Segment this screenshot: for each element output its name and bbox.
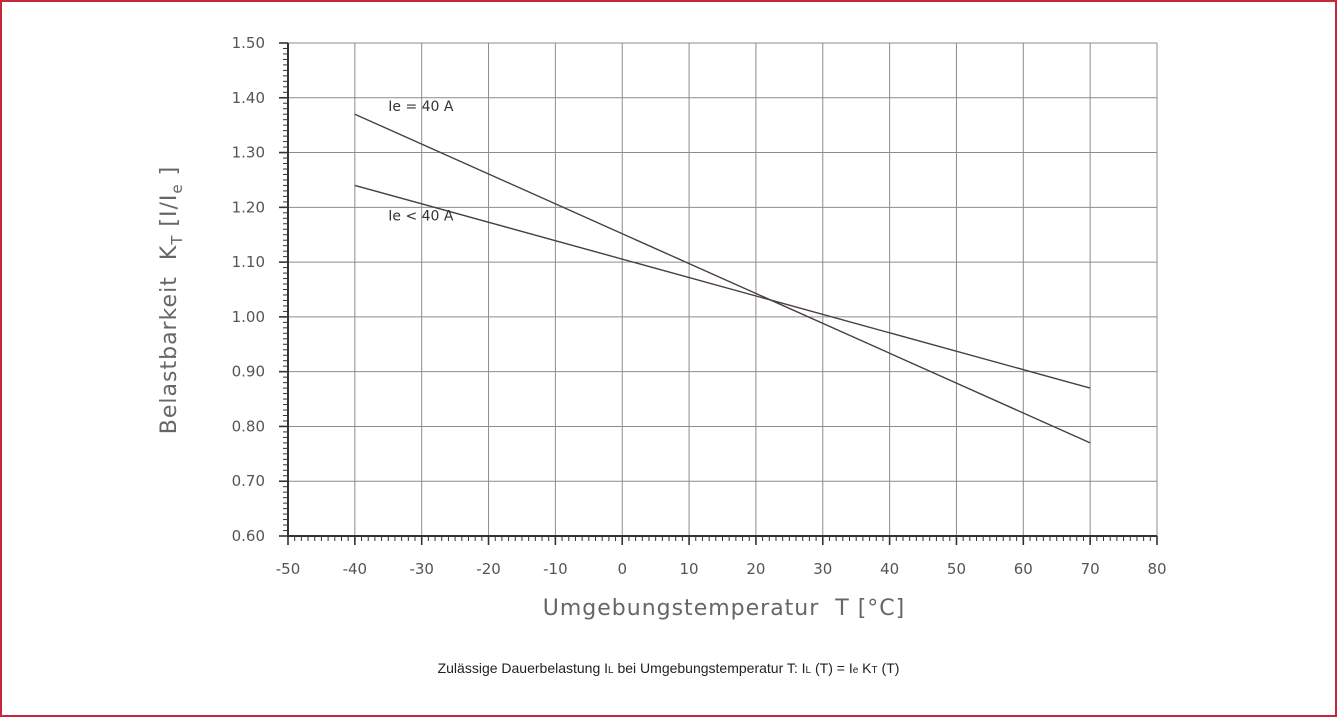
caption-text: (T) (877, 660, 900, 676)
x-tick-label: 80 (1147, 560, 1166, 578)
caption-text: K (858, 660, 872, 676)
y-tick-label: 1.20 (232, 198, 265, 216)
y-tick-label: 1.40 (232, 89, 265, 107)
y-tick-label: 1.50 (232, 34, 265, 52)
axes: -50 -40 -30 -20 -10 0 10 20 30 40 50 60 70 80 0.60 0.70… (232, 34, 1167, 578)
y-tick-label: 0.60 (232, 527, 265, 545)
figure-caption: Zulässige Dauerbelastung IL bei Umgebung… (0, 660, 1337, 676)
y-axis-title-unit-sub: e (168, 183, 186, 193)
caption-sub: T (871, 665, 878, 676)
x-tick-label: 20 (746, 560, 765, 578)
series-line-2 (354, 184, 1091, 389)
x-tick-label: 70 (1081, 560, 1100, 578)
minor-ticks (279, 42, 1158, 545)
x-axis-title: Umgebungstemperatur T [°C] (543, 596, 906, 621)
y-axis-title: Belastbarkeit KT [I/Ie ] (157, 166, 186, 434)
y-tick-label: 0.80 (232, 417, 265, 435)
caption-sub: L (805, 665, 812, 676)
y-tick-label: 0.90 (232, 363, 265, 381)
caption-sub: e (852, 665, 859, 676)
labels-layer: Ie = 40 A Ie < 40 A (388, 99, 454, 225)
x-tick-label: -20 (476, 560, 501, 578)
y-tick-label: 1.30 (232, 144, 265, 162)
series-label-1: Ie = 40 A (388, 99, 454, 115)
y-tick-label: 1.10 (232, 253, 265, 271)
x-tick-label: 10 (680, 560, 699, 578)
x-tick-label: -10 (543, 560, 568, 578)
caption-sub: L (608, 665, 614, 676)
x-tick-label: -30 (409, 560, 434, 578)
series-label-2: Ie < 40 A (388, 209, 454, 225)
y-axis-title-unit-end: ] (157, 166, 182, 184)
series-line-1 (354, 113, 1091, 444)
y-axis-title-sub: T (168, 235, 186, 246)
x-tick-label: 40 (880, 560, 899, 578)
caption-text: bei Umgebungstemperatur T: I (613, 660, 806, 676)
y-axis-title-main: Belastbarkeit K (157, 245, 182, 434)
x-tick-label: 0 (617, 560, 627, 578)
grid (288, 42, 1158, 536)
caption-text: Zulässige Dauerbelastung I (437, 660, 609, 676)
x-tick-label: 30 (813, 560, 832, 578)
series-layer (354, 113, 1091, 444)
x-tick-label: -40 (343, 560, 368, 578)
y-tick-label: 1.00 (232, 308, 265, 326)
y-axis-title-unit: [I/I (157, 194, 182, 235)
x-tick-label: -50 (276, 560, 301, 578)
x-tick-label: 50 (947, 560, 966, 578)
x-tick-label: 60 (1014, 560, 1033, 578)
caption-text: (T) = I (811, 660, 853, 676)
y-tick-label: 0.70 (232, 472, 265, 490)
